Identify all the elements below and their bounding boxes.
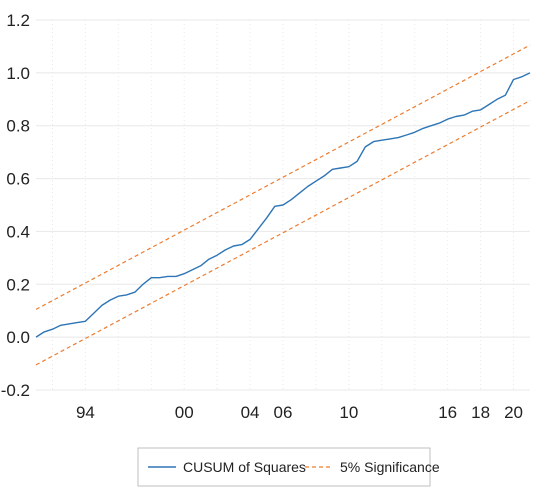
legend-label-cusum: CUSUM of Squares bbox=[183, 459, 306, 475]
x-tick-label: 06 bbox=[274, 403, 293, 422]
x-tick-label: 00 bbox=[175, 403, 194, 422]
upper-significance-line bbox=[35, 44, 531, 310]
x-tick-label: 10 bbox=[339, 403, 358, 422]
x-tick-label: 04 bbox=[241, 403, 260, 422]
legend-label-significance: 5% Significance bbox=[340, 459, 440, 475]
y-axis-tick-labels: -0.2 0.0 0.2 0.4 0.6 0.8 1.0 1.2 bbox=[1, 11, 30, 400]
y-tick-label: 1.0 bbox=[6, 64, 30, 83]
x-tick-label: 18 bbox=[471, 403, 490, 422]
y-tick-label: 0.4 bbox=[6, 222, 30, 241]
y-tick-label: -0.2 bbox=[1, 381, 30, 400]
y-tick-label: 0.6 bbox=[6, 170, 30, 189]
legend: CUSUM of Squares 5% Significance bbox=[137, 447, 440, 487]
lower-significance-line bbox=[35, 100, 531, 366]
x-axis-tick-labels: 94 00 04 06 10 16 18 20 bbox=[76, 403, 523, 422]
plot-series bbox=[35, 44, 531, 366]
y-tick-label: 0.8 bbox=[6, 117, 30, 136]
legend-box bbox=[137, 447, 431, 487]
cusum-series-line bbox=[35, 72, 531, 338]
y-tick-label: 1.2 bbox=[6, 11, 30, 30]
y-tick-label: 0.2 bbox=[6, 275, 30, 294]
x-tick-label: 94 bbox=[76, 403, 95, 422]
x-tick-label: 16 bbox=[438, 403, 457, 422]
x-tick-label: 20 bbox=[504, 403, 523, 422]
y-tick-label: 0.0 bbox=[6, 328, 30, 347]
